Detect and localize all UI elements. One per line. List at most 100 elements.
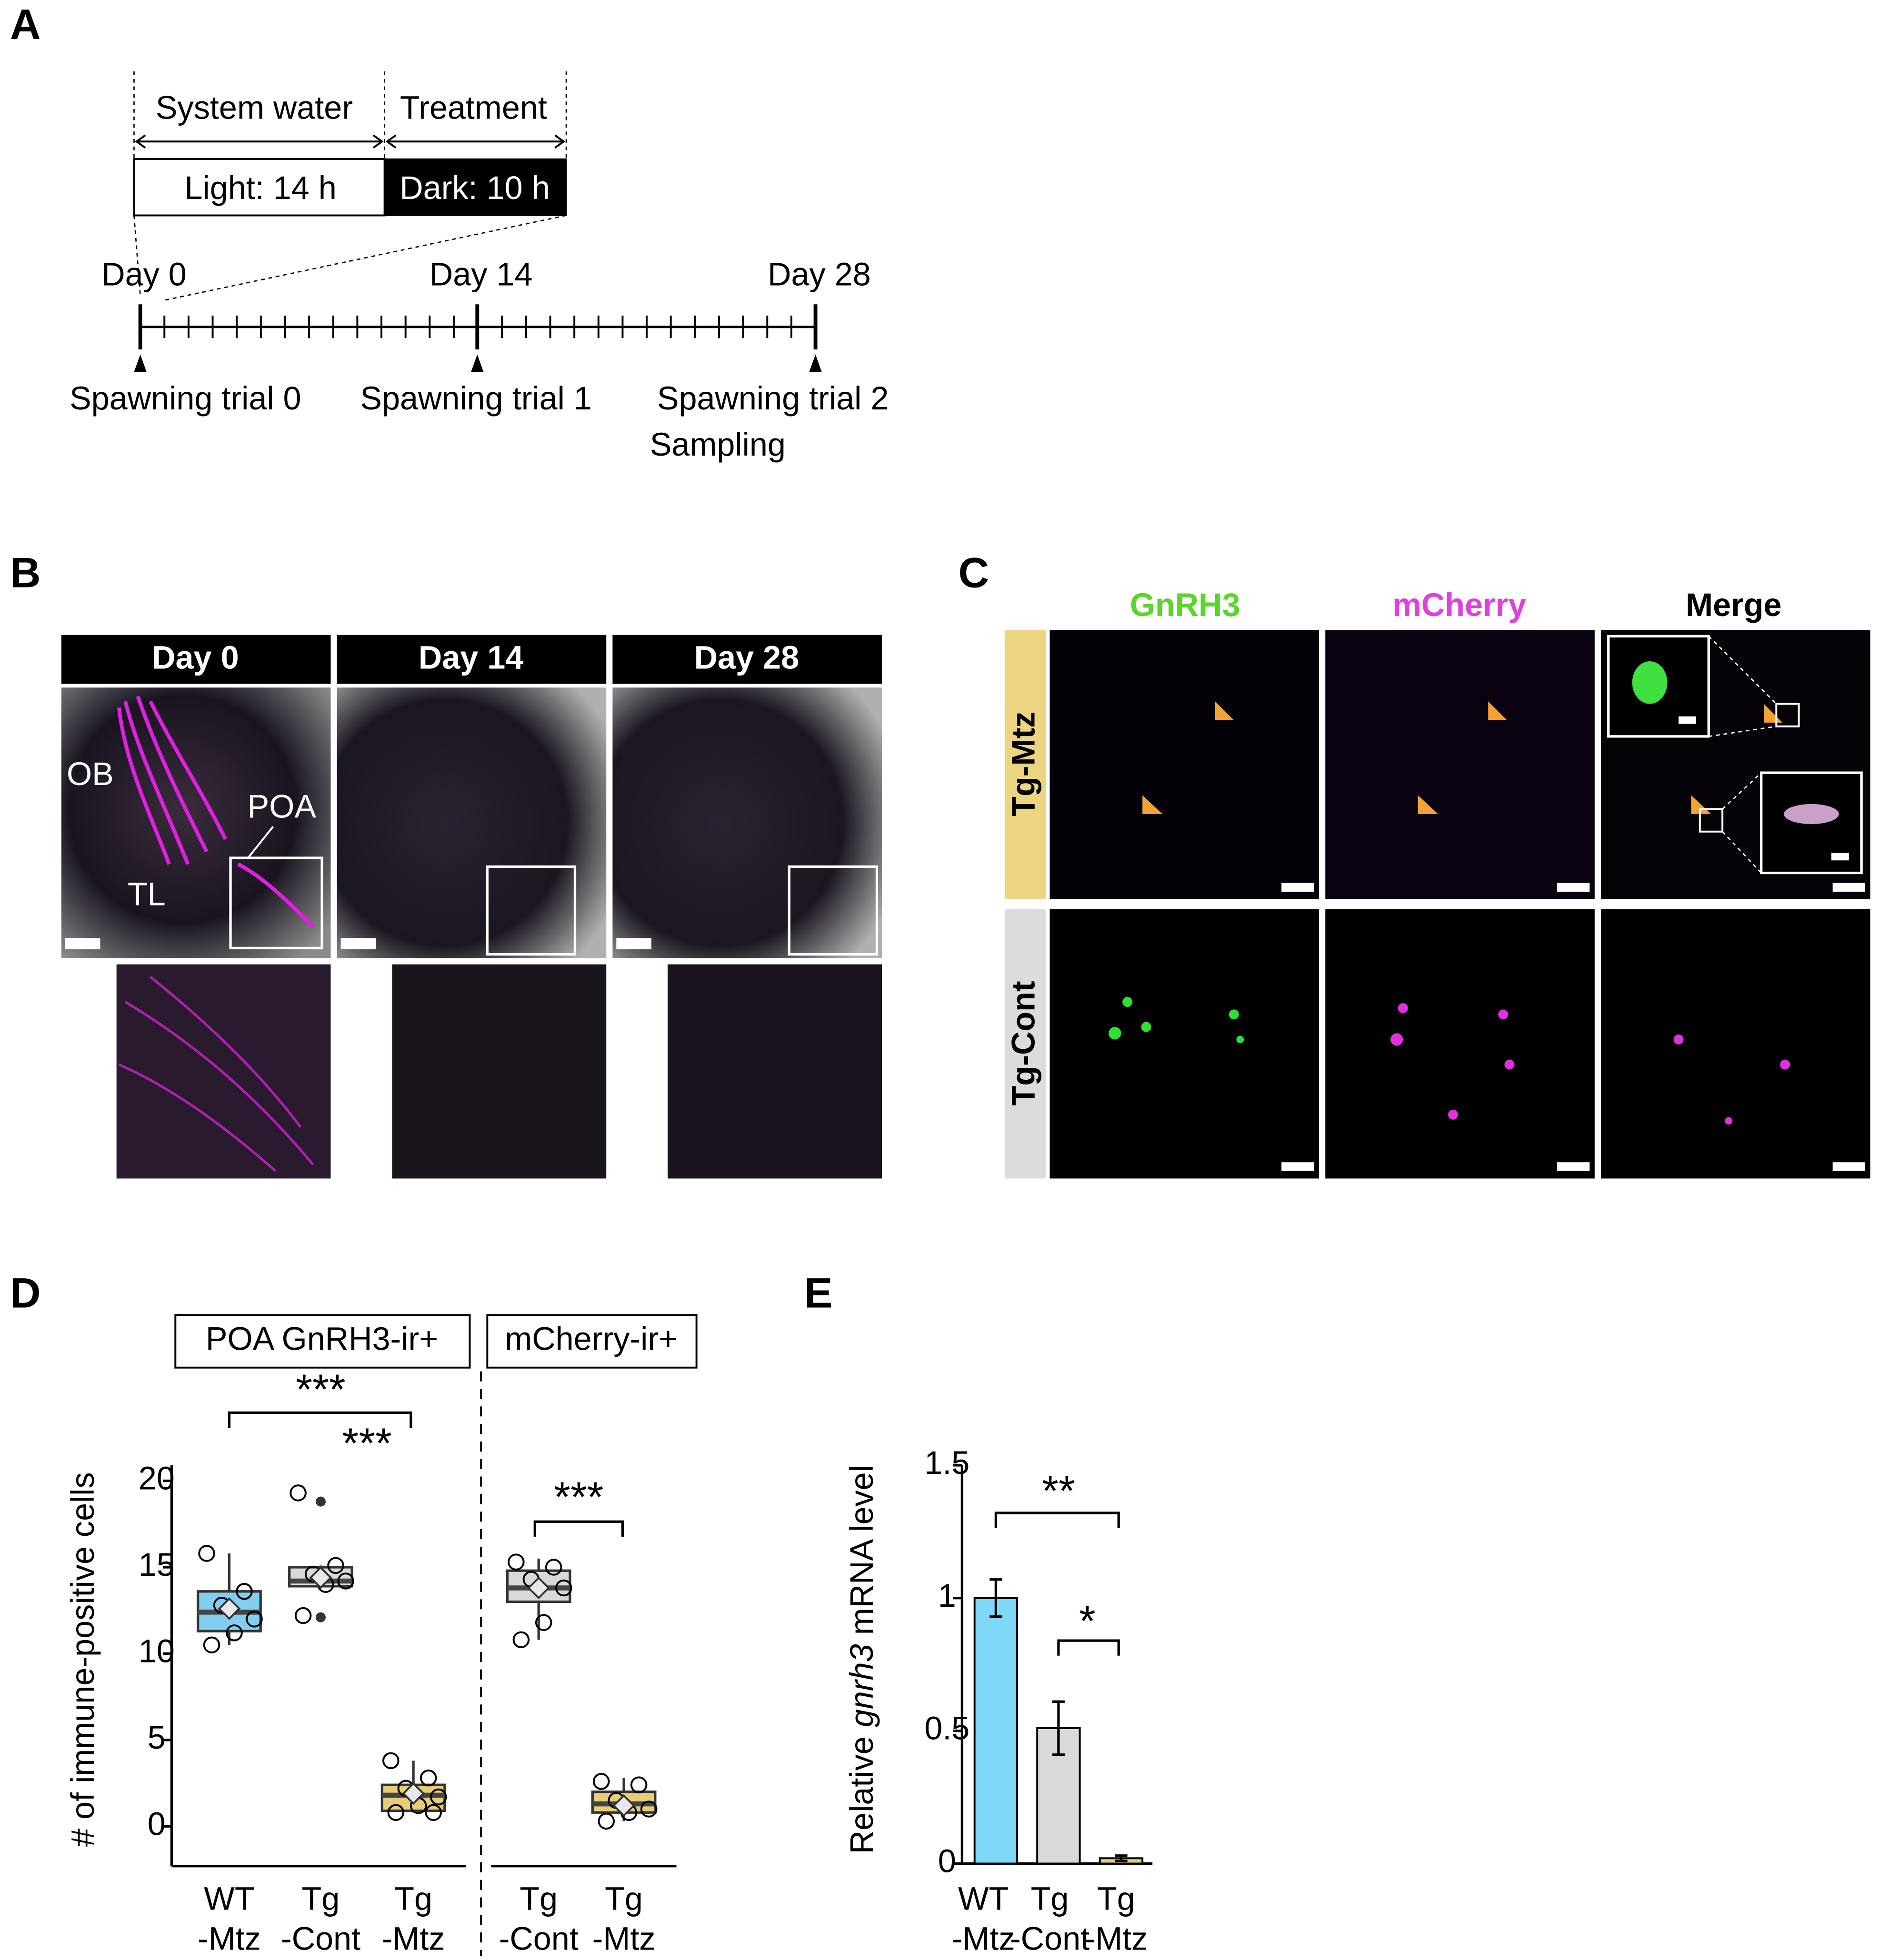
x-tick-label: WT bbox=[958, 1880, 1009, 1917]
inset-box bbox=[229, 856, 323, 950]
zoom-line bbox=[1708, 636, 1777, 874]
data-point bbox=[630, 1776, 648, 1793]
mean bbox=[612, 1794, 635, 1817]
micrograph bbox=[1049, 630, 1319, 899]
scale-bars bbox=[1281, 716, 1866, 1171]
bar-label: Dark: 10 h bbox=[400, 170, 550, 206]
mean bbox=[402, 1782, 425, 1805]
panel-label: B bbox=[10, 549, 41, 597]
bracket bbox=[994, 1512, 1120, 1528]
data-point bbox=[430, 1788, 447, 1806]
data-point bbox=[535, 1614, 552, 1631]
data-point bbox=[337, 1572, 354, 1590]
data-point bbox=[592, 1773, 610, 1790]
phase-label: System water bbox=[156, 90, 353, 126]
data-point bbox=[203, 1636, 220, 1654]
x-tick-label: WT bbox=[204, 1880, 254, 1917]
day-label: Day 0 bbox=[101, 256, 187, 292]
scale-bar bbox=[616, 938, 651, 950]
outlier bbox=[315, 1612, 326, 1622]
y-tick-label: 1.5 bbox=[924, 1445, 969, 1481]
data-point bbox=[290, 1484, 307, 1502]
data-point bbox=[382, 1752, 400, 1770]
x-tick-label: Tg bbox=[394, 1880, 432, 1917]
x-tick-label: -Mtz bbox=[952, 1921, 1015, 1957]
bar-label: Light: 14 h bbox=[185, 170, 337, 206]
x-tick-label: Tg bbox=[605, 1880, 643, 1917]
data-point bbox=[545, 1559, 562, 1576]
arrow bbox=[135, 134, 384, 149]
data-point bbox=[327, 1557, 344, 1574]
data-point bbox=[425, 1804, 442, 1821]
y-tick-label: 0 bbox=[938, 1843, 956, 1880]
data-point bbox=[387, 1804, 405, 1821]
scale-bar bbox=[340, 938, 376, 950]
y-tick-label: 10 bbox=[139, 1633, 175, 1669]
y-axis-title: gnrh3 bbox=[844, 1644, 880, 1727]
x-tick-label: -Mtz bbox=[592, 1921, 656, 1957]
group-box bbox=[174, 1314, 471, 1369]
fibers bbox=[117, 696, 315, 928]
row-label: Tg-Mtz bbox=[1006, 712, 1042, 816]
bar bbox=[973, 1597, 1019, 1865]
zoom-image bbox=[392, 964, 607, 1179]
panel-b bbox=[61, 635, 882, 1179]
light-bar bbox=[133, 158, 386, 217]
arrow bbox=[385, 134, 566, 149]
brain-image bbox=[337, 687, 607, 958]
zoom-image bbox=[668, 964, 882, 1179]
region-label: OB bbox=[67, 756, 114, 792]
y-tick-label: 15 bbox=[139, 1547, 175, 1583]
column-label: GnRH3 bbox=[1130, 587, 1240, 623]
data-point bbox=[508, 1553, 525, 1571]
brain-image bbox=[612, 687, 882, 958]
panel-label: E bbox=[804, 1269, 833, 1316]
column-header bbox=[61, 635, 331, 684]
day-label: Day 14 bbox=[430, 256, 533, 292]
data-point bbox=[198, 1545, 215, 1562]
column-label: mCherry bbox=[1392, 587, 1526, 623]
x-tick-label: Tg bbox=[520, 1880, 558, 1917]
inset-box bbox=[1775, 703, 1800, 727]
column-label: Day 28 bbox=[694, 639, 799, 676]
cells bbox=[1390, 1003, 1790, 1125]
y-tick-label: 20 bbox=[139, 1461, 175, 1497]
micrograph bbox=[1325, 909, 1595, 1179]
x-tick-label: -Mtz bbox=[198, 1921, 261, 1957]
group-label: mCherry-ir+ bbox=[505, 1321, 678, 1357]
event-label: Sampling bbox=[650, 427, 786, 463]
dark-bar bbox=[384, 158, 567, 216]
panel-c bbox=[1004, 630, 1870, 1179]
mean bbox=[527, 1576, 550, 1600]
data-point bbox=[420, 1769, 437, 1787]
error-bar bbox=[1115, 1854, 1128, 1862]
mean bbox=[309, 1566, 332, 1589]
group-box bbox=[486, 1314, 698, 1369]
column-label: Day 14 bbox=[419, 639, 523, 676]
data-point bbox=[226, 1624, 243, 1642]
significance: ** bbox=[1042, 1467, 1075, 1514]
cell bbox=[1632, 661, 1668, 704]
bracket bbox=[1057, 1639, 1120, 1656]
x-tick-label: -Cont bbox=[1010, 1921, 1089, 1957]
region-label: POA bbox=[248, 788, 317, 825]
event-label: Spawning trial 0 bbox=[70, 380, 301, 417]
pointer bbox=[247, 826, 274, 859]
data-point bbox=[512, 1631, 530, 1649]
zoom-line bbox=[133, 215, 141, 296]
minor-ticks bbox=[163, 315, 792, 338]
bracket bbox=[228, 1411, 412, 1428]
event-label: Spawning trial 2 bbox=[657, 380, 889, 417]
error-bar bbox=[1052, 1700, 1065, 1756]
row-label: Tg-Cont bbox=[1006, 981, 1042, 1105]
x-tick-label: -Cont bbox=[499, 1921, 579, 1957]
panel-label: A bbox=[10, 0, 41, 48]
row-strip bbox=[1004, 630, 1046, 899]
data-point bbox=[640, 1801, 658, 1818]
major-ticks bbox=[138, 304, 818, 349]
column-header bbox=[337, 635, 607, 684]
event-label: Spawning trial 1 bbox=[360, 380, 592, 417]
micrograph bbox=[1049, 909, 1319, 1179]
column-label: Day 0 bbox=[152, 639, 239, 676]
trial-markers bbox=[134, 354, 822, 372]
